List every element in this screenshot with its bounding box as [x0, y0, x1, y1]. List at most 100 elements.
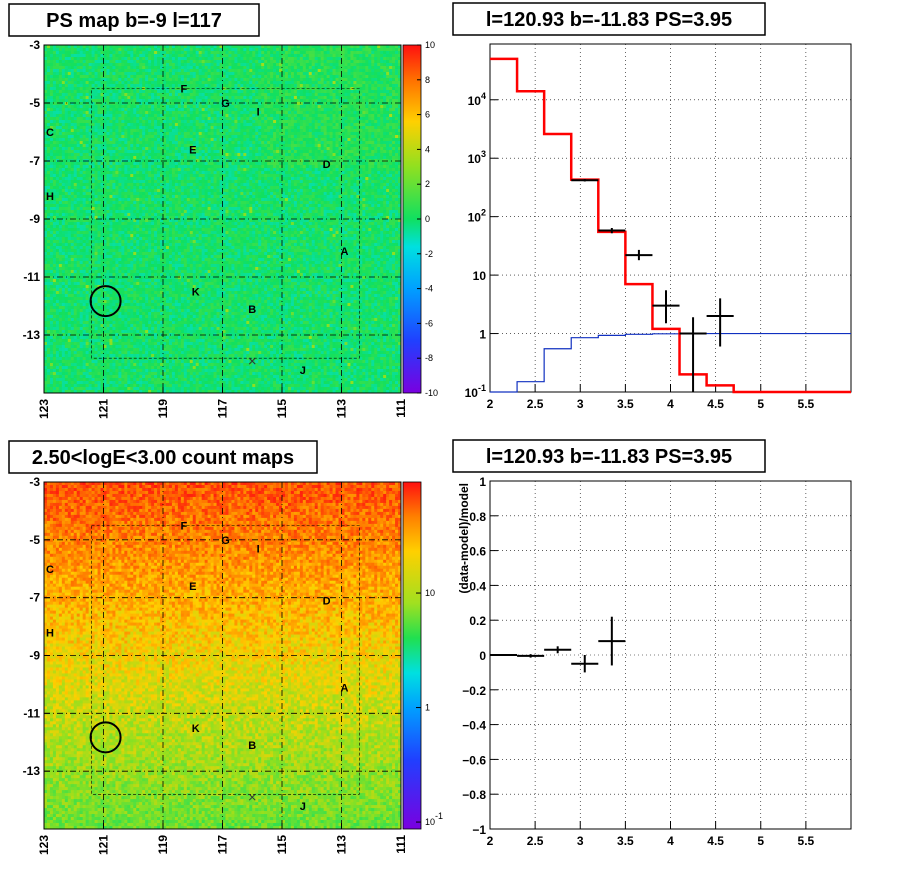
heatmap-cell — [386, 114, 390, 118]
heatmap-cell — [82, 93, 87, 97]
heatmap-cell — [201, 48, 206, 52]
heatmap-cell — [192, 123, 197, 127]
heatmap-cell — [335, 81, 339, 85]
heatmap-cell — [276, 51, 280, 55]
heatmap-cell — [347, 102, 351, 106]
heatmap-cell — [61, 45, 66, 49]
heatmap-cell — [293, 150, 298, 154]
heatmap-cell — [58, 162, 63, 166]
heatmap-cell — [320, 90, 325, 94]
heatmap-cell — [213, 90, 217, 94]
heatmap-cell — [362, 78, 366, 82]
heatmap-cell — [133, 141, 137, 145]
heatmap-cell — [67, 120, 72, 124]
heatmap-cell — [151, 48, 155, 52]
heatmap-cell — [133, 126, 137, 130]
heatmap-cell — [270, 165, 274, 169]
heatmap-cell — [216, 84, 220, 88]
heatmap-cell — [157, 156, 161, 160]
heatmap-cell — [323, 93, 328, 97]
heatmap-cell — [317, 60, 322, 64]
heatmap-cell — [160, 168, 164, 172]
heatmap-cell — [293, 141, 298, 145]
heatmap-cell — [58, 132, 63, 136]
heatmap-cell — [115, 165, 119, 169]
heatmap-cell — [165, 84, 170, 88]
heatmap-cell — [64, 66, 69, 70]
heatmap-cell — [198, 150, 203, 154]
heatmap-cell — [317, 102, 322, 106]
heatmap-cell — [267, 45, 271, 49]
heatmap-cell — [270, 162, 274, 166]
heatmap-cell — [362, 129, 366, 133]
heatmap-cell — [270, 84, 274, 88]
heatmap-cell — [326, 96, 331, 100]
heatmap-cell — [332, 150, 336, 154]
heatmap-cell — [302, 90, 307, 94]
heatmap-cell — [243, 66, 247, 70]
heatmap-cell — [293, 90, 298, 94]
heatmap-cell — [290, 156, 295, 160]
heatmap-cell — [359, 120, 363, 124]
heatmap-cell — [73, 51, 78, 55]
heatmap-cell — [97, 156, 101, 160]
heatmap-cell — [359, 48, 363, 52]
heatmap-cell — [115, 84, 119, 88]
heatmap-cell — [207, 150, 212, 154]
heatmap-cell — [368, 69, 372, 73]
heatmap-cell — [344, 69, 348, 73]
heatmap-cell — [82, 114, 87, 118]
heatmap-cell — [151, 147, 155, 151]
heatmap-cell — [94, 45, 98, 49]
heatmap-cell — [365, 117, 369, 121]
heatmap-cell — [198, 96, 203, 100]
heatmap-cell — [88, 45, 93, 49]
heatmap-cell — [201, 117, 206, 121]
heatmap-cell — [317, 84, 322, 88]
heatmap-cell — [157, 60, 161, 64]
heatmap-cell — [273, 60, 277, 64]
heatmap-cell — [359, 150, 363, 154]
heatmap-cell — [154, 54, 158, 58]
heatmap-cell — [258, 162, 262, 166]
heatmap-cell — [118, 165, 122, 169]
heatmap-cell — [323, 51, 328, 55]
heatmap-cell — [380, 48, 384, 52]
heatmap-cell — [139, 69, 143, 73]
heatmap-cell — [64, 69, 69, 73]
heatmap-cell — [362, 48, 366, 52]
heatmap-cell — [323, 54, 328, 58]
heatmap-cell — [249, 150, 253, 154]
heatmap-cell — [151, 138, 155, 142]
heatmap-cell — [287, 132, 292, 136]
heatmap-cell — [368, 132, 372, 136]
heatmap-cell — [350, 114, 354, 118]
heatmap-cell — [240, 156, 244, 160]
heatmap-cell — [213, 162, 217, 166]
heatmap-cell — [174, 156, 179, 160]
heatmap-cell — [350, 96, 354, 100]
heatmap-cell — [174, 120, 179, 124]
heatmap-cell — [213, 126, 217, 130]
heatmap-cell — [151, 120, 155, 124]
heatmap-cell — [79, 93, 84, 97]
heatmap-cell — [79, 72, 84, 76]
heatmap-cell — [73, 81, 78, 85]
heatmap-cell — [380, 45, 384, 49]
heatmap-cell — [299, 72, 304, 76]
heatmap-cell — [335, 162, 339, 166]
heatmap-cell — [142, 126, 146, 130]
heatmap-cell — [171, 84, 176, 88]
heatmap-cell — [112, 48, 116, 52]
heatmap-cell — [371, 93, 375, 97]
heatmap-cell — [91, 72, 95, 76]
heatmap-cell — [112, 54, 116, 58]
heatmap-cell — [386, 57, 390, 61]
heatmap-cell — [282, 156, 286, 160]
heatmap-cell — [392, 93, 396, 97]
heatmap-cell — [299, 144, 304, 148]
heatmap-cell — [252, 108, 256, 112]
heatmap-cell — [157, 129, 161, 133]
heatmap-cell — [380, 105, 384, 109]
heatmap-cell — [204, 117, 209, 121]
